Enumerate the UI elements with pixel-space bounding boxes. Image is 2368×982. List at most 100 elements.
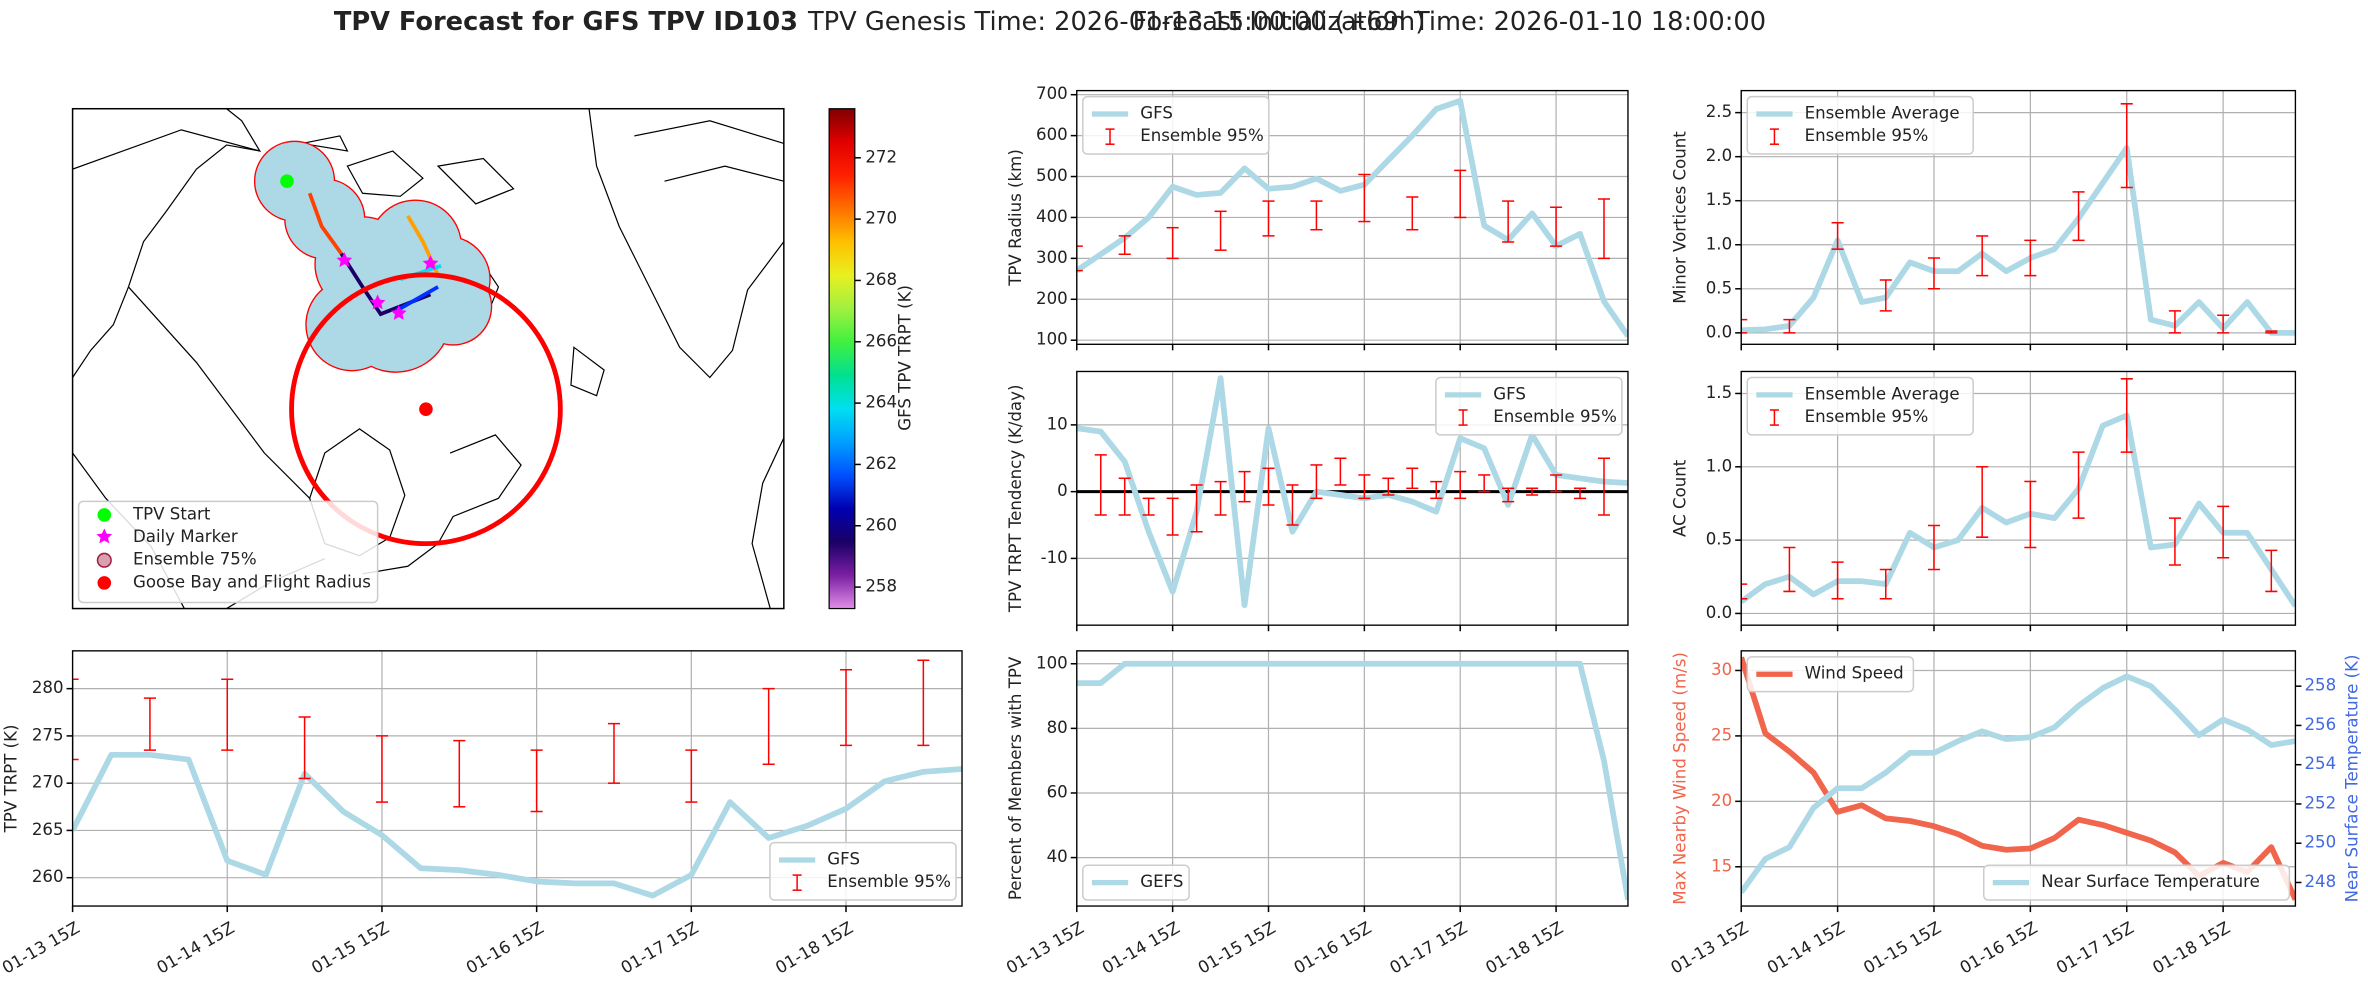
error-bar [1166, 497, 1179, 536]
legend-label: Wind Speed [1805, 664, 1904, 683]
x-tick-label: 01-14 15Z [1099, 918, 1183, 977]
y-axis-label: Minor Vortices Count [1670, 131, 1689, 304]
x-tick-label: 01-13 15Z [1667, 918, 1751, 977]
error-bar [1214, 480, 1227, 516]
y-tick-label: 265 [32, 820, 64, 839]
error-bar [72, 678, 79, 761]
error-bar [1597, 198, 1611, 260]
island [570, 346, 605, 397]
y-axis-label: TPV TRPT (K) [2, 725, 21, 834]
error-bar [2024, 239, 2037, 277]
error-bar [1262, 200, 1275, 237]
error-bar [1879, 279, 1892, 312]
y-axis-label: Max Nearby Wind Speed (m/s) [1670, 652, 1689, 905]
error-bar [1358, 474, 1371, 500]
colorbar-tick-label: 258 [865, 577, 897, 596]
y-axis-label: TPV TRPT Tendency (K/day) [1006, 385, 1025, 614]
series-line [1741, 412, 2296, 608]
error-bar [1597, 457, 1611, 516]
error-bar [221, 678, 234, 751]
error-bar [1573, 487, 1587, 500]
legend-marker [96, 552, 112, 568]
error-bar [375, 735, 388, 803]
x-tick-label: 01-14 15Z [154, 918, 238, 977]
legend-label: Ensemble 75% [133, 550, 257, 569]
map-frame [71, 107, 785, 610]
legend-box [1082, 95, 1270, 155]
error-bar [1214, 210, 1227, 251]
series-line [1076, 375, 1628, 609]
plot-bg [1741, 650, 2296, 907]
colorbar-tick-label: 270 [865, 209, 897, 228]
y-tick-label: 0.5 [1706, 530, 1732, 549]
legend-label: Near Surface Temperature [2041, 872, 2260, 891]
error-bar [607, 722, 621, 784]
init-time: Forecast Initialization Time: 2026-01-10… [1133, 7, 1766, 37]
y-tick-label: 1.5 [1706, 383, 1732, 402]
y-tick-label: 280 [32, 678, 64, 697]
colorbar-tick-label: 260 [865, 515, 897, 534]
plot-frame [1740, 89, 2297, 345]
track [307, 192, 343, 255]
y-tick-label: 2.0 [1706, 146, 1732, 165]
x-tick-label: 01-16 15Z [463, 918, 547, 977]
error-bar [1262, 467, 1275, 506]
x-tick-label: 01-16 15Z [1291, 918, 1375, 977]
legend-box [1082, 864, 1190, 901]
coastline [362, 434, 522, 575]
error-bar [1142, 497, 1155, 516]
y-tick-label: 270 [32, 773, 64, 792]
x-tick-label: 01-15 15Z [1860, 918, 1944, 977]
x-tick-label: 01-18 15Z [2149, 918, 2233, 977]
error-bar [685, 749, 698, 803]
map: TPV Start Daily Marker Ensemble 75% Goos… [71, 107, 785, 610]
error-bar [2168, 310, 2181, 334]
error-bar [1783, 546, 1796, 593]
legend-box [1746, 376, 1974, 436]
coastline [634, 120, 784, 182]
y-tick-label: 25 [1711, 725, 1732, 744]
y-tick-label: 1.5 [1706, 190, 1732, 209]
y-tick-label: 10 [1047, 414, 1068, 433]
colorbar-tick-label: 262 [865, 454, 897, 473]
legend-label: Ensemble 95% [1140, 126, 1264, 145]
legend-box [1746, 656, 1915, 693]
legend-box [1746, 95, 1974, 155]
legend-label: Daily Marker [133, 527, 238, 546]
error-bar [453, 739, 466, 808]
y-tick-label: 700 [1036, 84, 1068, 103]
plot-frame [1740, 370, 2297, 626]
y-tick-label: 0.0 [1706, 322, 1732, 341]
x-tick-label: 01-13 15Z [1003, 918, 1087, 977]
legend-box [769, 841, 957, 901]
colorbar-label: GFS TPV TRPT (K) [896, 285, 915, 431]
y2-tick-label: 254 [2304, 754, 2336, 773]
y-tick-label: 400 [1036, 207, 1068, 226]
error-bar [1238, 470, 1251, 503]
island [301, 135, 515, 205]
error-bar [1190, 484, 1203, 533]
coastline [588, 108, 784, 379]
error-bar [1478, 474, 1491, 493]
error-bar [1927, 257, 1941, 290]
x-tick-label: 01-15 15Z [1195, 918, 1279, 977]
colorbar [828, 108, 856, 610]
y-tick-label: 300 [1036, 248, 1068, 267]
y2-tick-label: 258 [2304, 676, 2336, 695]
x-tick-label: 01-16 15Z [1957, 918, 2041, 977]
error-bar [2120, 378, 2133, 453]
y-tick-label: 200 [1036, 289, 1068, 308]
series-line [1076, 97, 1628, 338]
error-bar [1502, 487, 1515, 503]
y-tick-label: 100 [1036, 330, 1068, 349]
legend-label: Ensemble 95% [827, 872, 951, 891]
x-tick-label: 01-17 15Z [1386, 918, 1470, 977]
error-bar [1076, 245, 1083, 272]
error-bar [1310, 200, 1323, 231]
error-bar [1118, 477, 1131, 516]
y-tick-label: 0.5 [1706, 278, 1732, 297]
error-bar [1526, 487, 1539, 496]
coastline [72, 144, 260, 378]
error-bar [2072, 191, 2085, 242]
